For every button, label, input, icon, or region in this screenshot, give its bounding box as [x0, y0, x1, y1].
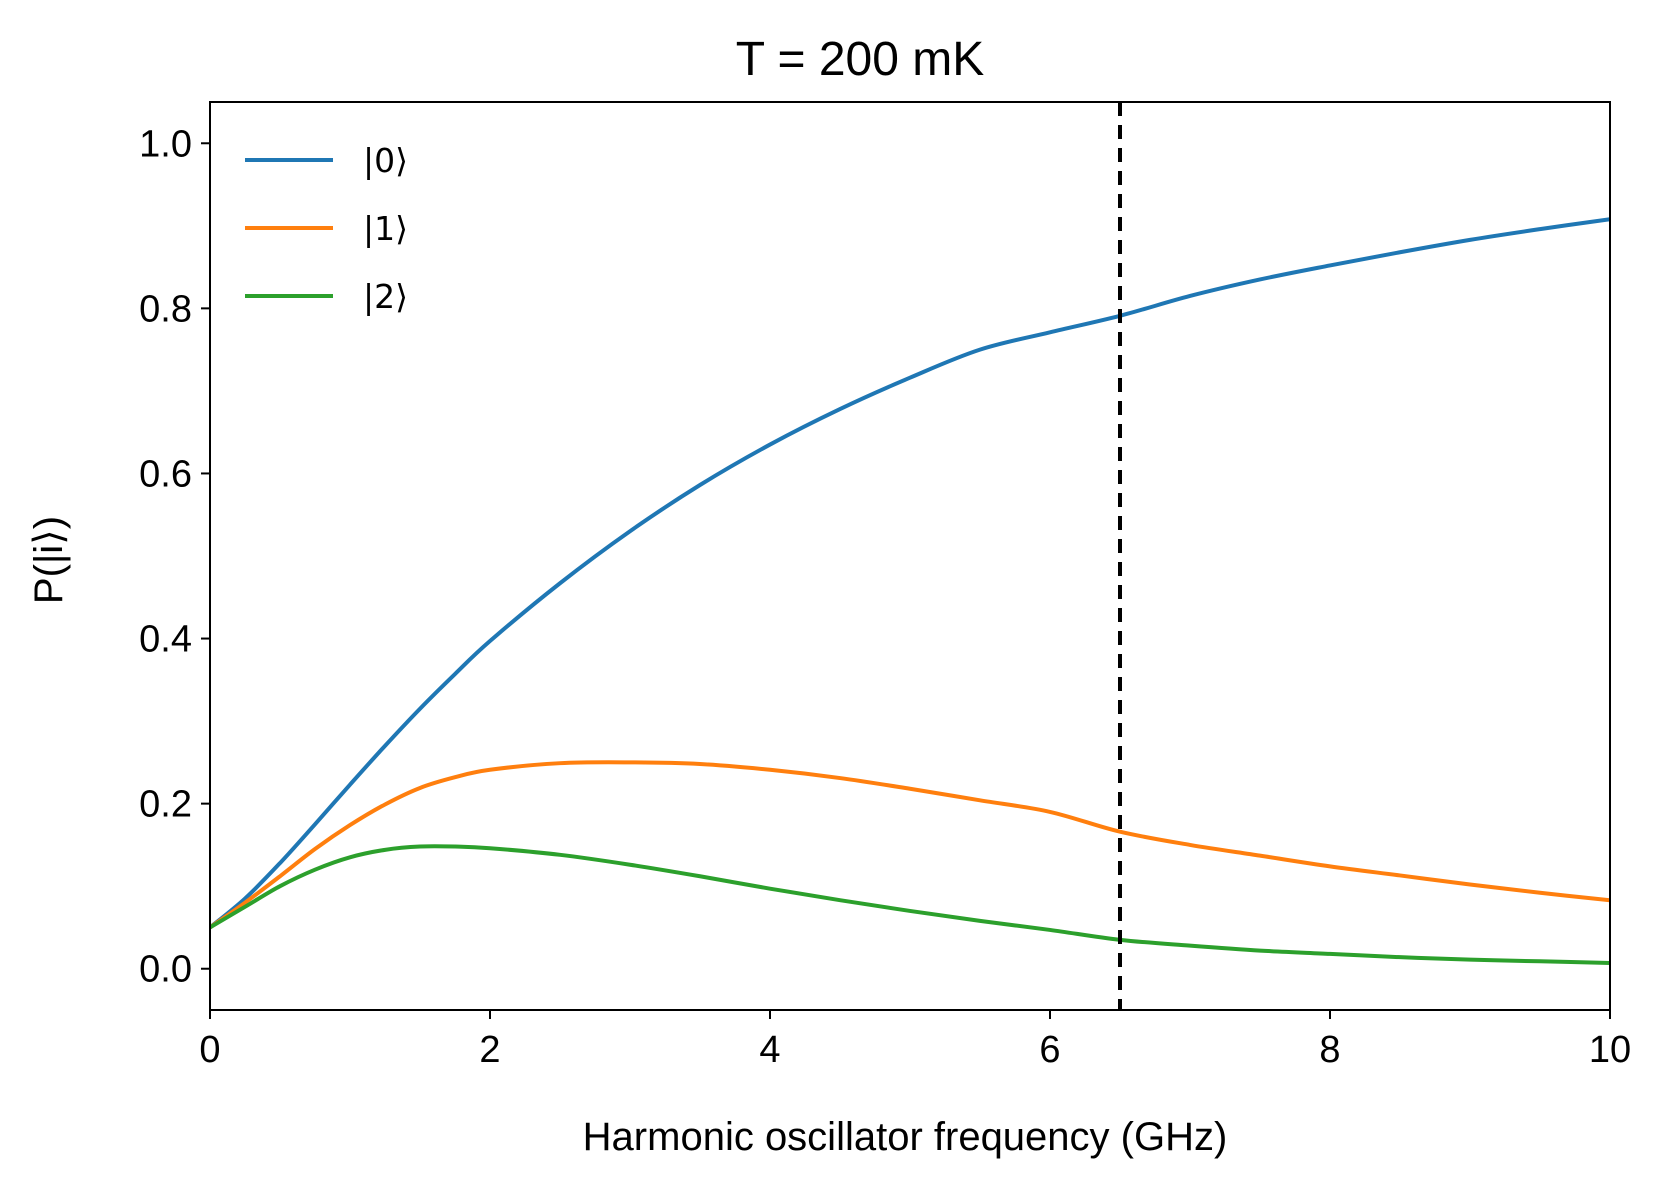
axes: 0 2 4 6 8 10 0.0 0.2 0.4 0.6 0.8 1.0 — [139, 101, 1631, 1071]
chart-title: T = 200 mK — [736, 33, 985, 86]
x-axis-title: Harmonic oscillator frequency (GHz) — [583, 1115, 1228, 1159]
x-tick-label: 10 — [1589, 1029, 1631, 1071]
y-tick-label: 0.0 — [139, 949, 192, 991]
series-line-2 — [210, 844, 1610, 965]
series-line-0 — [210, 217, 1610, 929]
x-tick-label: 4 — [759, 1029, 780, 1071]
series-line-1 — [210, 760, 1610, 930]
legend-label-0: |0⟩ — [363, 141, 408, 180]
y-axis-title: P(|i⟩) — [27, 516, 71, 604]
x-tick-label: 2 — [479, 1029, 500, 1071]
y-tick-label: 0.4 — [139, 619, 192, 661]
legend-label-2: |2⟩ — [363, 277, 408, 316]
y-tick-label: 0.6 — [139, 453, 192, 495]
plot-area — [210, 102, 1610, 1010]
y-tick-label: 1.0 — [139, 123, 192, 165]
axes-frame — [209, 101, 1611, 1011]
legend-label-1: |1⟩ — [363, 209, 408, 248]
y-tick-label: 0.8 — [139, 288, 192, 330]
y-tick-label: 0.2 — [139, 784, 192, 826]
legend: |0⟩ |1⟩ |2⟩ — [245, 141, 408, 316]
x-tick-label: 6 — [1039, 1029, 1060, 1071]
x-tick-label: 0 — [199, 1029, 220, 1071]
x-tick-label: 8 — [1319, 1029, 1340, 1071]
